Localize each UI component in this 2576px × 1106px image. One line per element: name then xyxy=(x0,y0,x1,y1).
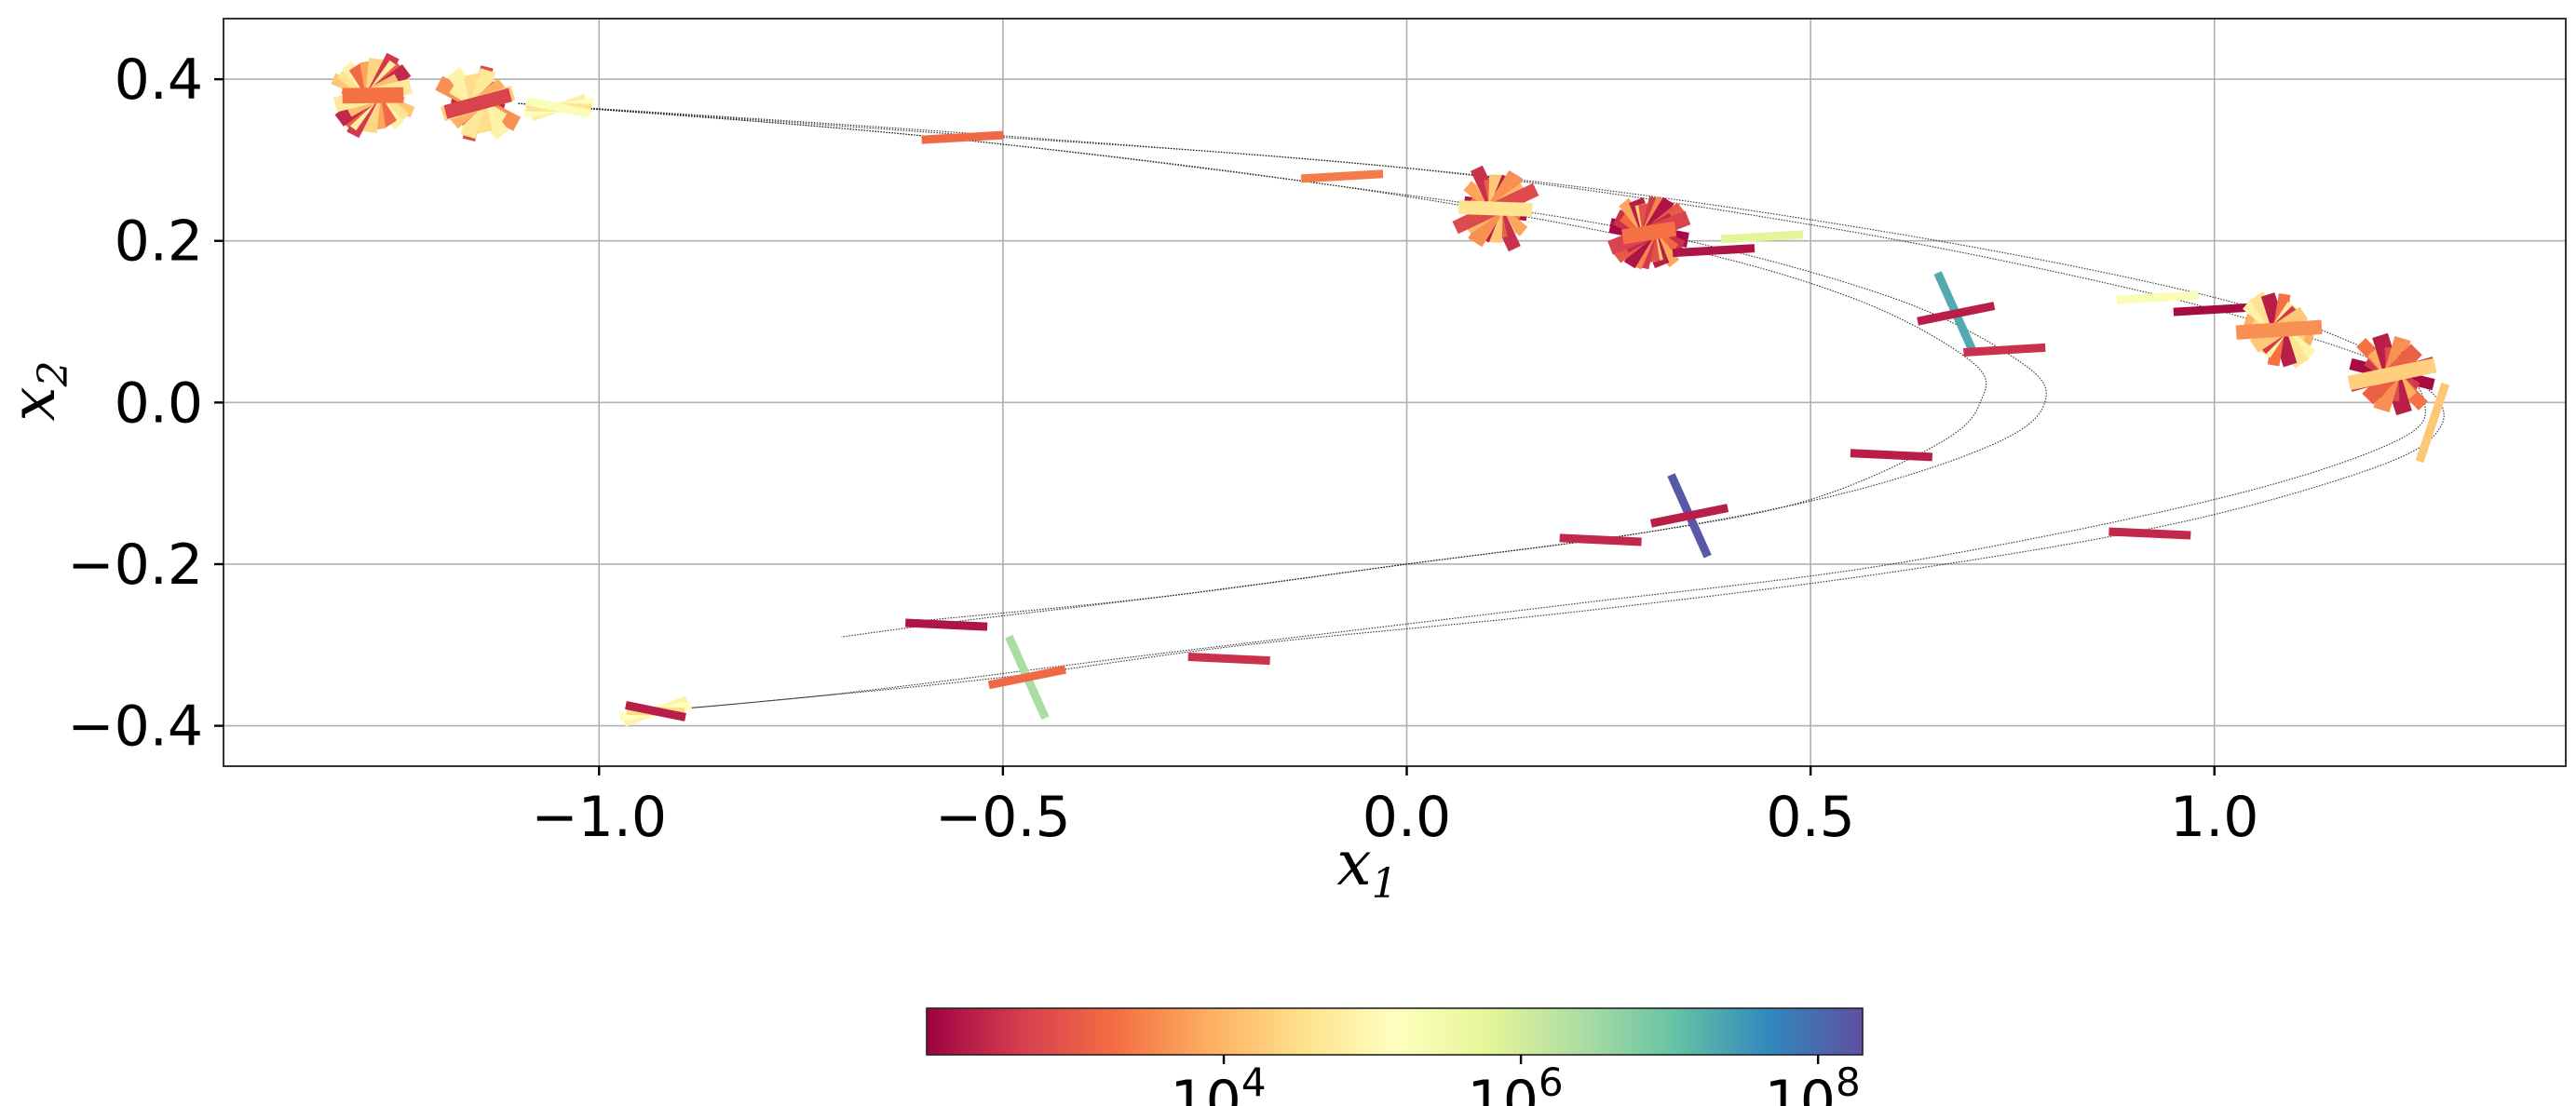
trajectory-line xyxy=(518,102,2047,622)
glyph-bar xyxy=(2116,290,2200,304)
glyph-ray xyxy=(2347,357,2437,391)
x-tick-label: 0.0 xyxy=(1363,785,1451,850)
glyph-bar xyxy=(1672,244,1756,258)
trajectory-line xyxy=(518,102,1987,638)
x-tick-label: 1.0 xyxy=(2170,785,2258,850)
y-axis-ticks: −0.4 −0.2 0.0 0.2 0.4 xyxy=(67,47,224,760)
y-axis-label: x2 xyxy=(0,360,77,421)
glyph-bar xyxy=(2173,303,2256,317)
grid-lines xyxy=(224,19,2566,766)
colorbar-ticks: 104 106 108 xyxy=(1171,1055,1861,1106)
x-tick-label: −0.5 xyxy=(935,785,1071,850)
glyph-bar xyxy=(1187,653,1270,666)
colorbar-tick-label: 106 xyxy=(1468,1059,1564,1106)
glyph-bar xyxy=(1720,230,1804,244)
glyph-ray xyxy=(342,87,404,104)
glyph-bar xyxy=(921,130,1004,144)
glyph-ray xyxy=(1621,221,1677,245)
colorbar-gradient xyxy=(926,1007,1864,1056)
glyph-bar xyxy=(1963,343,2046,357)
colorbar: 104 106 108 xyxy=(926,1007,1864,1106)
glyph-ray xyxy=(526,97,591,118)
glyph-bar xyxy=(1850,449,1933,462)
spectral-glyphs xyxy=(331,52,2450,727)
glyph-ray xyxy=(625,701,686,722)
y-tick-label: −0.4 xyxy=(67,695,203,760)
glyph-bar xyxy=(1917,302,1996,326)
y-tick-label: −0.2 xyxy=(67,533,203,598)
x-tick-label: −1.0 xyxy=(531,785,667,850)
glyph-bar xyxy=(1300,169,1384,183)
trajectory-line xyxy=(518,102,2426,715)
glyph-ray xyxy=(443,88,512,119)
x-axis-label: x1 xyxy=(1336,828,1397,908)
glyph-bar xyxy=(1649,504,1729,528)
glyph-bar xyxy=(1559,533,1642,546)
glyph-ray xyxy=(2235,319,2323,340)
glyph-ray xyxy=(1458,200,1533,217)
glyph-bar xyxy=(2108,527,2191,540)
glyph-bar xyxy=(2415,382,2450,464)
glyph-bar xyxy=(905,618,988,631)
y-tick-label: 0.2 xyxy=(115,209,203,275)
colorbar-tick-label: 108 xyxy=(1765,1059,1861,1106)
x-axis-ticks: −1.0 −0.5 0.0 0.5 1.0 xyxy=(531,766,2258,850)
trajectory-curves xyxy=(518,102,2445,715)
colorbar-tick-label: 104 xyxy=(1171,1059,1267,1106)
y-tick-label: 0.0 xyxy=(115,371,203,436)
plot-frame xyxy=(223,18,2567,767)
glyph-bar xyxy=(987,665,1066,690)
x-tick-label: 0.5 xyxy=(1766,785,1854,850)
y-tick-label: 0.4 xyxy=(115,47,203,113)
